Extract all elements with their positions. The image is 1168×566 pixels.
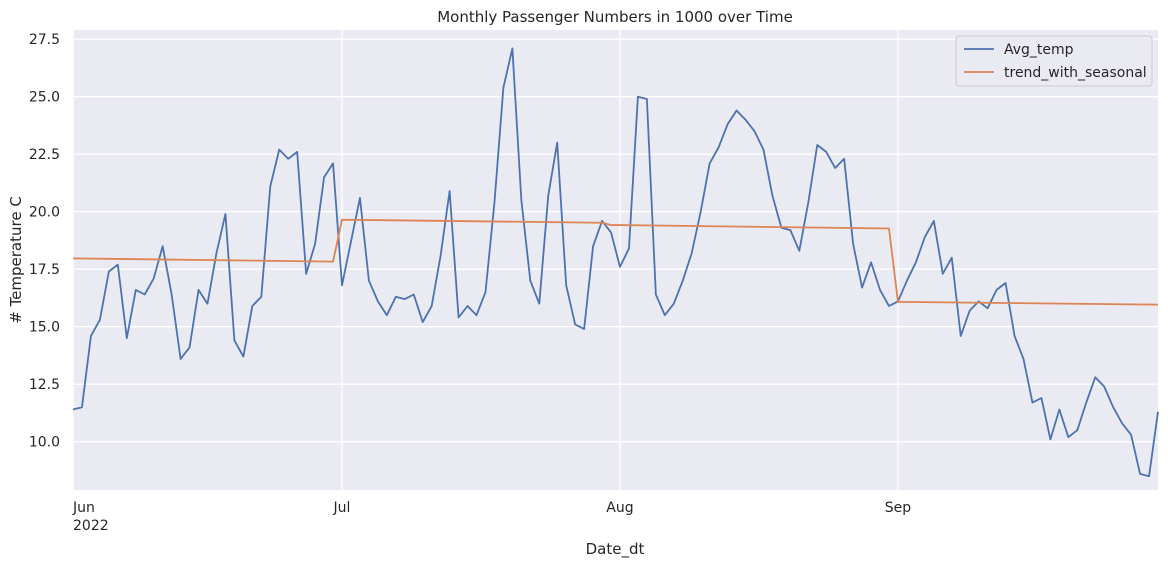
- x-tick-label: Jun: [72, 500, 95, 516]
- grid-lines: [72, 30, 1158, 490]
- chart-title: Monthly Passenger Numbers in 1000 over T…: [437, 8, 793, 26]
- y-tick-label: 27.5: [29, 32, 60, 48]
- y-tick-label: 12.5: [29, 377, 60, 393]
- x-tick-label: Aug: [606, 500, 633, 516]
- legend-label-avg-temp: Avg_temp: [1004, 42, 1074, 58]
- y-tick-label: 20.0: [29, 205, 60, 221]
- y-axis-title: # Temperature C: [7, 196, 25, 324]
- x-tick-sublabel: 2022: [73, 518, 109, 534]
- series-lines: [72, 47, 1159, 478]
- legend-box: [955, 35, 1153, 87]
- x-tick-label: Jul: [333, 500, 351, 516]
- x-axis-ticks: Jun 2022 Jul Aug Sep: [72, 500, 911, 534]
- x-axis-title: Date_dt: [586, 540, 645, 559]
- legend-label-trend-with-seasonal: trend_with_seasonal: [1004, 65, 1147, 81]
- x-tick-label: Sep: [885, 500, 912, 516]
- y-tick-label: 10.0: [29, 435, 60, 451]
- series-line-trend-with-seasonal: [72, 218, 1159, 306]
- y-tick-label: 22.5: [29, 147, 60, 163]
- y-axis-ticks: 10.0 12.5 15.0 17.5 20.0 22.5 25.0 27.5: [29, 32, 60, 451]
- y-tick-label: 15.0: [29, 320, 60, 336]
- y-tick-label: 17.5: [29, 262, 60, 278]
- y-tick-label: 25.0: [29, 90, 60, 106]
- legend: Avg_temp trend_with_seasonal: [955, 35, 1153, 87]
